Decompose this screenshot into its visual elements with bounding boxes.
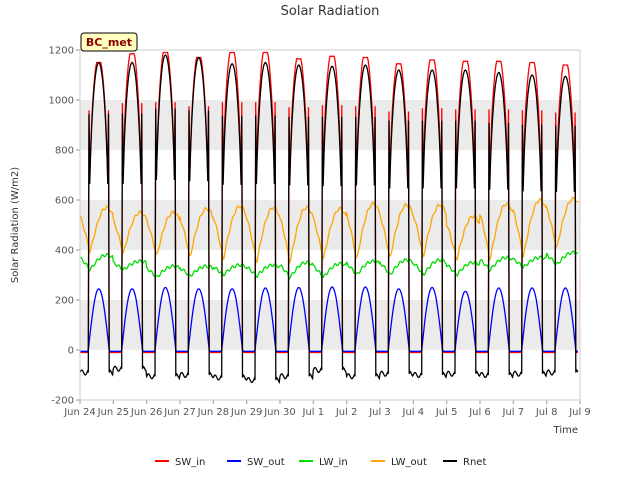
x-tick-label: Jul 1 — [302, 407, 325, 418]
y-axis-title: Solar Radiation (W/m2) — [10, 167, 21, 283]
grid-band — [80, 300, 580, 350]
y-tick-label: -200 — [51, 396, 74, 407]
x-tick-label: Jun 26 — [130, 407, 163, 418]
y-tick-label: 400 — [55, 246, 74, 257]
series-line-lw_in — [79, 250, 579, 280]
legend-label-rnet: Rnet — [463, 457, 486, 468]
x-tick-label: Jul 7 — [502, 407, 525, 418]
x-tick-label: Jul 4 — [402, 407, 425, 418]
x-tick-label: Jul 9 — [568, 407, 591, 418]
x-tick-label: Jun 29 — [230, 407, 263, 418]
legend-label-lw_out: LW_out — [391, 457, 427, 468]
y-tick-label: 200 — [55, 296, 74, 307]
y-axis-ticks: -200 0 200 400 600 800 1000 1200 — [49, 46, 80, 407]
legend-label-sw_out: SW_out — [247, 457, 285, 468]
legend-label-lw_in: LW_in — [319, 457, 348, 468]
x-axis-title: Time — [553, 425, 578, 436]
series-line-sw_in — [80, 51, 578, 354]
plot-frame — [79, 49, 581, 401]
x-tick-label: Jun 30 — [263, 407, 296, 418]
y-tick-label: 800 — [55, 146, 74, 157]
x-tick-label: Jul 5 — [435, 407, 458, 418]
badge-box — [80, 32, 138, 52]
legend: SW_in SW_out LW_in LW_out Rnet — [155, 457, 486, 468]
series-line-sw_out — [80, 286, 578, 352]
x-tick-label: Jun 25 — [97, 407, 130, 418]
x-tick-label: Jul 6 — [468, 407, 491, 418]
x-tick-label: Jun 28 — [197, 407, 230, 418]
badge-label: BC_met — [86, 36, 132, 49]
grid-band — [80, 100, 580, 150]
chart-title: Solar Radiation — [281, 4, 380, 19]
site-badge: BC_met — [80, 32, 138, 52]
y-tick-label: 600 — [55, 196, 74, 207]
y-tick-label: 1000 — [49, 96, 74, 107]
series-lines — [79, 51, 579, 385]
x-axis-ticks: Jun 24 Jun 25 Jun 26 Jun 27 Jun 28 Jun 29 Jun … — [63, 400, 591, 418]
x-tick-label: Jun 24 — [63, 407, 96, 418]
series-line-rnet — [79, 54, 579, 385]
y-tick-label: 0 — [68, 346, 74, 357]
series-line-lw_out — [79, 196, 579, 265]
x-tick-label: Jun 27 — [163, 407, 196, 418]
x-tick-label: Jul 8 — [535, 407, 558, 418]
x-tick-label: Jul 3 — [368, 407, 391, 418]
x-tick-label: Jul 2 — [335, 407, 358, 418]
legend-label-sw_in: SW_in — [175, 457, 205, 468]
y-tick-label: 1200 — [49, 46, 74, 57]
